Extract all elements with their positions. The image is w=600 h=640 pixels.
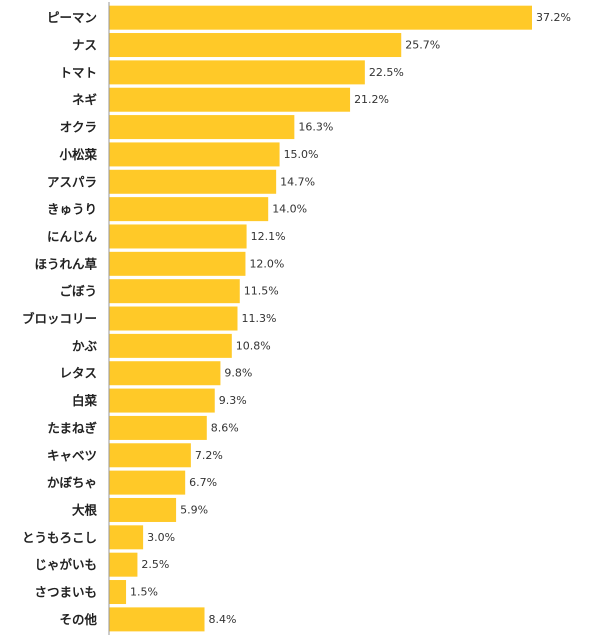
value-label: 2.5% — [141, 558, 169, 571]
category-label: ピーマン — [47, 10, 97, 25]
category-label: トマト — [59, 65, 97, 80]
category-label: たまねぎ — [47, 420, 97, 435]
category-label: ブロッコリー — [22, 311, 97, 326]
category-label: ほうれん草 — [34, 256, 97, 271]
value-label: 7.2% — [195, 449, 223, 462]
bar — [109, 333, 232, 358]
bar — [109, 443, 191, 468]
value-label: 37.2% — [536, 11, 571, 24]
value-label: 14.0% — [272, 203, 307, 216]
bar — [109, 497, 177, 522]
bar — [109, 142, 280, 167]
bar — [109, 115, 295, 140]
value-label: 25.7% — [405, 39, 440, 52]
value-label: 8.4% — [209, 613, 237, 626]
value-label: 3.0% — [147, 531, 175, 544]
category-label: オクラ — [60, 120, 97, 135]
category-label: ナス — [72, 38, 97, 53]
category-label: アスパラ — [47, 174, 97, 189]
value-label: 8.6% — [211, 421, 239, 434]
value-label: 12.0% — [249, 257, 284, 270]
bar — [109, 361, 221, 386]
value-label: 9.3% — [219, 394, 247, 407]
bar — [109, 306, 238, 331]
category-label: ごぼう — [59, 284, 97, 299]
category-label: その他 — [59, 612, 97, 627]
bar — [109, 60, 365, 85]
value-label: 6.7% — [189, 476, 217, 489]
value-label: 22.5% — [369, 66, 404, 79]
value-label: 9.8% — [224, 367, 252, 380]
labels-layer: ピーマン 37.2% ナス 25.7% トマト 22.5% ネギ 21.2% オクラ 16.3% 小… — [22, 10, 571, 627]
bar — [109, 388, 215, 413]
value-label: 10.8% — [236, 339, 271, 352]
category-label: じゃがいも — [34, 557, 97, 572]
category-label: レタス — [59, 366, 97, 381]
bar — [109, 224, 247, 249]
bar — [109, 197, 269, 222]
bar — [109, 169, 277, 194]
bar — [109, 5, 532, 30]
value-label: 16.3% — [298, 121, 333, 134]
bar — [109, 87, 351, 112]
bar — [109, 33, 402, 58]
category-label: かぼちゃ — [47, 475, 97, 490]
value-label: 14.7% — [280, 175, 315, 188]
bar — [109, 525, 144, 550]
category-label: とうもろこし — [22, 530, 97, 545]
category-label: にんじん — [47, 229, 98, 244]
value-label: 11.5% — [244, 285, 279, 298]
value-label: 11.3% — [241, 312, 276, 325]
bar — [109, 279, 240, 304]
bar — [109, 251, 246, 276]
category-label: かぶ — [72, 338, 98, 353]
bar — [109, 607, 205, 632]
value-label: 5.9% — [180, 503, 208, 516]
category-label: ネギ — [72, 92, 98, 107]
value-label: 12.1% — [251, 230, 286, 243]
value-label: 15.0% — [284, 148, 319, 161]
bars-layer — [109, 5, 532, 632]
value-label: 21.2% — [354, 93, 389, 106]
category-label: さつまいも — [34, 585, 97, 600]
category-label: 小松菜 — [58, 147, 97, 162]
category-label: きゅうり — [47, 202, 97, 217]
bar — [109, 415, 207, 440]
value-label: 1.5% — [130, 586, 158, 599]
bar — [109, 470, 186, 495]
category-label: 白菜 — [72, 393, 98, 408]
bar — [109, 580, 127, 605]
bar — [109, 552, 138, 577]
category-label: キャベツ — [47, 448, 97, 463]
category-label: 大根 — [72, 502, 98, 517]
